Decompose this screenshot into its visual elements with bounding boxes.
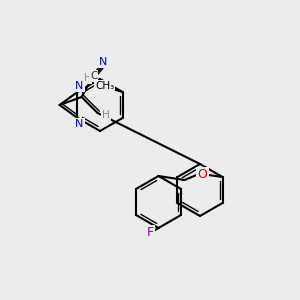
Text: H: H [84,73,91,83]
Text: H: H [102,110,110,120]
Text: N: N [75,81,84,91]
Text: F: F [147,226,154,239]
Text: N: N [98,57,107,67]
Text: N: N [75,119,84,129]
Text: C: C [90,71,97,81]
Text: CH₃: CH₃ [95,81,114,91]
Text: O: O [198,169,208,182]
